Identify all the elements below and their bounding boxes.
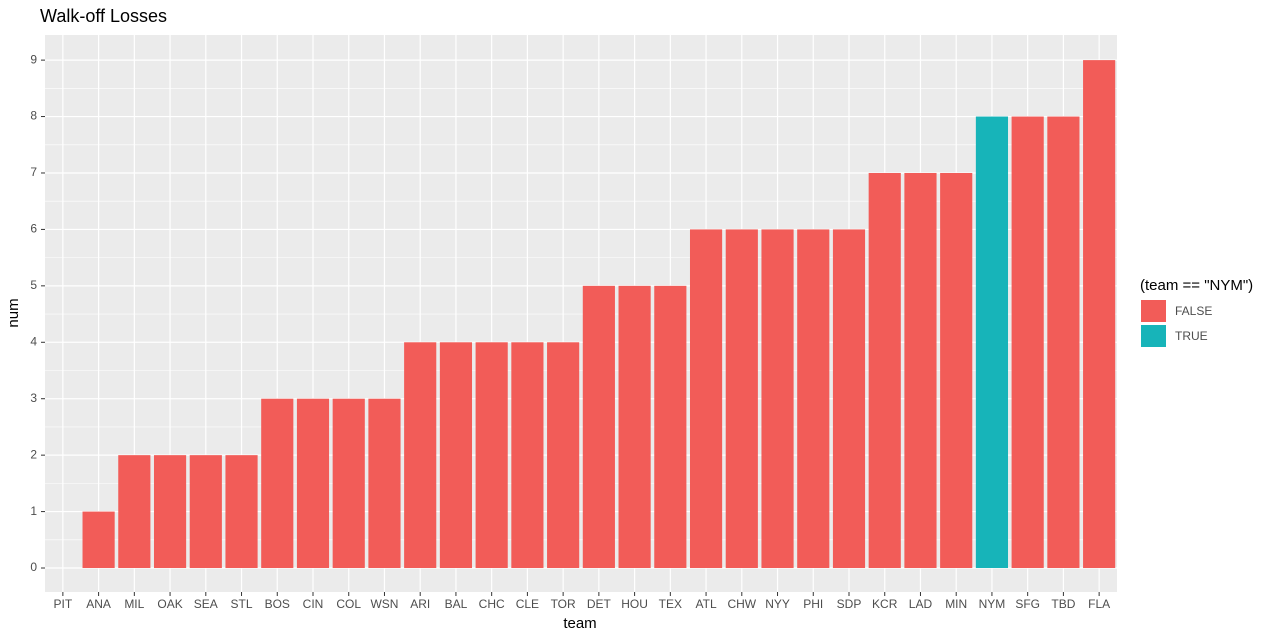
x-tick-label: TEX bbox=[659, 597, 682, 611]
y-tick-label: 4 bbox=[30, 334, 37, 348]
bar bbox=[368, 398, 401, 569]
bar bbox=[118, 455, 151, 569]
legend-key bbox=[1141, 325, 1166, 347]
x-tick-label: CLE bbox=[516, 597, 539, 611]
y-tick-label: 0 bbox=[30, 560, 37, 574]
legend-key bbox=[1141, 300, 1166, 322]
x-tick-label: MIN bbox=[945, 597, 967, 611]
x-tick-label: CHW bbox=[727, 597, 756, 611]
x-tick-label: OAK bbox=[157, 597, 182, 611]
bar bbox=[725, 229, 758, 569]
bar bbox=[475, 342, 508, 569]
bar bbox=[261, 398, 294, 569]
bar bbox=[1083, 60, 1116, 569]
bar bbox=[1011, 116, 1044, 569]
bar bbox=[904, 172, 937, 569]
bar bbox=[332, 398, 365, 569]
x-tick-label: PIT bbox=[54, 597, 73, 611]
bar bbox=[832, 229, 866, 569]
x-tick-label: KCR bbox=[872, 597, 898, 611]
panel bbox=[45, 35, 1117, 592]
bar bbox=[618, 285, 651, 569]
bar bbox=[296, 398, 330, 569]
y-tick-label: 5 bbox=[30, 278, 37, 292]
bar bbox=[404, 342, 437, 569]
bar bbox=[439, 342, 473, 569]
x-tick-label: CIN bbox=[303, 597, 324, 611]
x-tick-label: TOR bbox=[551, 597, 576, 611]
bar bbox=[868, 172, 901, 569]
x-axis-label: team bbox=[563, 615, 596, 632]
bar bbox=[511, 342, 544, 569]
bar bbox=[189, 455, 222, 569]
x-tick-label: SFG bbox=[1015, 597, 1040, 611]
bar bbox=[940, 172, 973, 569]
x-tick-label: STL bbox=[231, 597, 253, 611]
x-tick-label: FLA bbox=[1088, 597, 1110, 611]
x-tick-label: LAD bbox=[909, 597, 933, 611]
bar bbox=[654, 285, 687, 569]
x-tick-label: ANA bbox=[86, 597, 111, 611]
bar bbox=[82, 511, 115, 569]
bar bbox=[547, 342, 580, 569]
x-tick-label: ARI bbox=[410, 597, 430, 611]
y-tick-label: 6 bbox=[30, 222, 37, 236]
bar bbox=[1047, 116, 1080, 569]
y-tick-label: 8 bbox=[30, 109, 37, 123]
y-tick-label: 9 bbox=[30, 52, 37, 66]
legend-title: (team == "NYM") bbox=[1140, 277, 1253, 294]
y-tick-label: 7 bbox=[30, 165, 37, 179]
y-tick-label: 1 bbox=[30, 504, 37, 518]
chart-title: Walk-off Losses bbox=[40, 6, 167, 26]
bar bbox=[225, 455, 258, 569]
x-tick-label: NYY bbox=[765, 597, 790, 611]
x-tick-label: CHC bbox=[479, 597, 505, 611]
x-tick-label: HOU bbox=[621, 597, 648, 611]
x-tick-label: MIL bbox=[124, 597, 144, 611]
x-tick-label: BAL bbox=[445, 597, 468, 611]
x-tick-label: WSN bbox=[370, 597, 398, 611]
bar bbox=[797, 229, 830, 569]
y-tick-label: 2 bbox=[30, 447, 37, 461]
x-tick-label: NYM bbox=[979, 597, 1006, 611]
bar bbox=[153, 455, 187, 569]
y-tick-label: 3 bbox=[30, 391, 37, 405]
bar bbox=[582, 285, 615, 569]
legend-label: TRUE bbox=[1175, 329, 1208, 343]
x-tick-label: PHI bbox=[803, 597, 823, 611]
x-tick-label: BOS bbox=[265, 597, 290, 611]
bar bbox=[761, 229, 794, 569]
bar bbox=[975, 116, 1009, 569]
x-tick-label: DET bbox=[587, 597, 612, 611]
y-axis-label: num bbox=[5, 298, 22, 327]
legend-label: FALSE bbox=[1175, 304, 1212, 318]
bar bbox=[689, 229, 723, 569]
x-tick-label: ATL bbox=[696, 597, 717, 611]
x-tick-label: SEA bbox=[194, 597, 218, 611]
x-tick-label: TBD bbox=[1051, 597, 1075, 611]
x-tick-label: COL bbox=[336, 597, 361, 611]
x-tick-label: SDP bbox=[837, 597, 862, 611]
